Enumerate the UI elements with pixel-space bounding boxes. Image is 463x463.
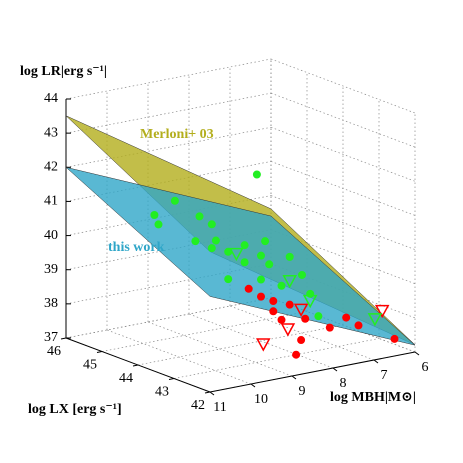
point	[265, 260, 274, 269]
point	[257, 275, 265, 284]
point	[297, 336, 306, 345]
point	[154, 220, 163, 229]
surface-label: Merloni+ 03	[140, 127, 214, 142]
y-tick-label: 11	[213, 400, 226, 415]
z-tick-label: 39	[44, 262, 58, 277]
grid-line	[101, 311, 308, 352]
y-axis	[209, 351, 416, 393]
tick-mark	[168, 378, 175, 380]
y-tick-label: 10	[254, 392, 268, 407]
point	[256, 338, 271, 352]
tick-mark	[250, 383, 256, 388]
point	[207, 244, 216, 253]
point	[277, 281, 286, 290]
x-tick-label: 46	[47, 344, 61, 359]
point	[298, 270, 306, 279]
y-tick-label: 9	[299, 384, 306, 399]
point	[257, 251, 265, 260]
point	[269, 307, 278, 316]
point	[306, 289, 315, 298]
grid-line	[270, 126, 416, 182]
point	[229, 247, 244, 262]
point	[195, 212, 204, 221]
tick-mark	[60, 337, 67, 340]
tick-mark	[332, 367, 338, 372]
grid-line	[65, 92, 272, 134]
tick-mark	[373, 359, 379, 364]
grid-line	[147, 321, 293, 377]
y-tick-label: 8	[340, 376, 347, 391]
point	[269, 297, 278, 306]
point	[282, 275, 297, 289]
point	[342, 313, 351, 322]
point	[277, 315, 286, 324]
point	[390, 334, 399, 343]
tick-mark	[291, 375, 297, 380]
z-tick-label: 37	[44, 330, 58, 345]
point	[211, 236, 220, 245]
point	[280, 323, 296, 337]
grid-line	[106, 329, 252, 385]
z-tick-label: 42	[44, 160, 58, 175]
point	[314, 312, 323, 321]
point	[224, 275, 233, 284]
grid-line	[65, 297, 272, 339]
point	[292, 350, 301, 359]
tick-mark	[204, 391, 211, 394]
grid-line	[65, 263, 272, 305]
point	[207, 220, 216, 229]
z-tick-label: 40	[44, 228, 58, 243]
point	[261, 237, 270, 246]
x-tick-label: 42	[191, 398, 205, 413]
x-axis-label: log LX [erg s⁻¹]	[28, 402, 122, 417]
point	[367, 313, 383, 327]
grid-line	[270, 195, 416, 250]
y-axis-label: log MBH|M⊙|	[330, 390, 416, 405]
grid-line	[137, 324, 344, 366]
point	[150, 210, 159, 219]
grid-line	[173, 338, 380, 379]
grid-line	[188, 313, 334, 369]
z-tick-label: 41	[44, 194, 58, 209]
z-tick-label: 44	[44, 91, 58, 106]
surface-label: this work	[108, 240, 165, 255]
grid-line	[65, 126, 272, 168]
tick-mark	[414, 351, 420, 356]
point	[240, 241, 249, 250]
tick-mark	[96, 351, 103, 353]
point	[257, 292, 265, 301]
point	[374, 304, 390, 319]
grid-line	[229, 305, 375, 361]
point	[325, 323, 334, 332]
surface	[65, 167, 416, 346]
z-tick-label: 38	[44, 296, 58, 311]
z-axis-label: log LR|erg s⁻¹|	[20, 64, 107, 79]
point	[191, 237, 200, 246]
tick-mark	[132, 364, 139, 367]
point	[293, 303, 309, 317]
x-tick-label: 45	[83, 358, 97, 373]
point	[252, 170, 261, 179]
grid-line	[270, 58, 416, 114]
z-tick-label: 43	[44, 125, 58, 140]
point	[302, 294, 318, 309]
point	[301, 314, 310, 323]
tick-mark	[209, 391, 215, 396]
point	[354, 321, 363, 330]
grid-line	[65, 58, 272, 100]
y-tick-label: 7	[381, 368, 388, 383]
point	[170, 196, 179, 205]
point	[285, 300, 294, 309]
point	[285, 252, 294, 261]
x-tick-label: 44	[119, 371, 133, 386]
point	[244, 284, 253, 293]
y-tick-label: 6	[422, 360, 429, 375]
x-tick-label: 43	[155, 385, 169, 400]
point	[240, 258, 249, 267]
